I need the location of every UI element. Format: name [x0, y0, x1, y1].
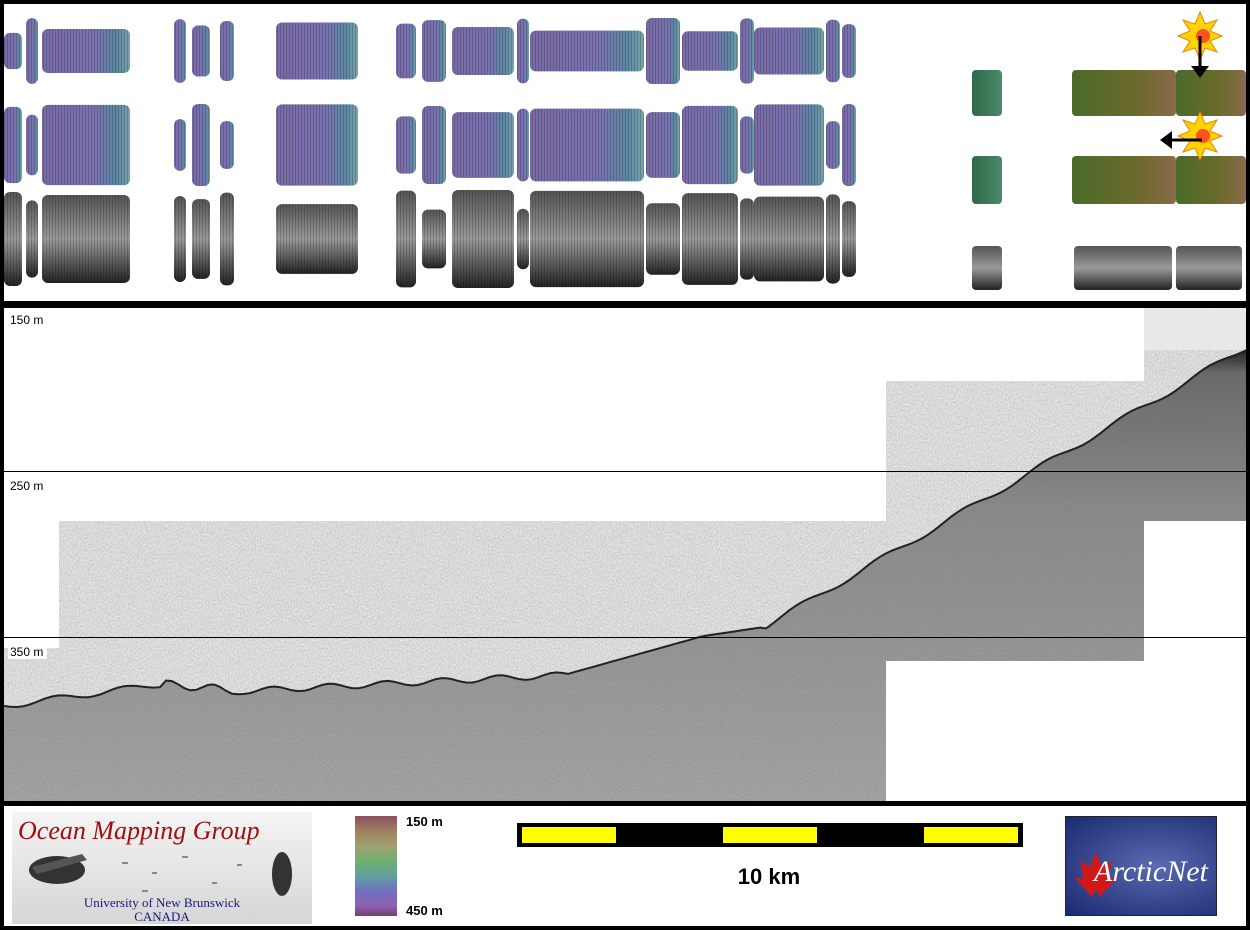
swath-block — [1176, 156, 1246, 204]
swath-block — [682, 31, 738, 71]
swath-block — [4, 32, 22, 70]
swath-block — [682, 193, 738, 285]
swath-block — [682, 105, 738, 185]
swath-block — [754, 104, 824, 186]
swath-block — [1176, 70, 1246, 116]
arcticnet-logo: ArcticNet — [1065, 816, 1217, 916]
arrow-down-icon — [1191, 36, 1209, 78]
depth-label-150: 150 m — [8, 313, 48, 327]
scale-bar-label: 10 km — [737, 864, 801, 889]
scale-segment — [522, 827, 616, 843]
swath-block — [517, 18, 529, 84]
swath-block — [4, 106, 22, 184]
scale-segment — [723, 827, 817, 843]
swath-block — [452, 112, 514, 178]
swath-block — [972, 156, 1002, 204]
omg-country: CANADA — [134, 909, 190, 924]
swath-block — [530, 190, 644, 288]
swath-block — [530, 30, 644, 72]
swath-block — [26, 114, 38, 176]
swath-block — [42, 195, 130, 283]
swath-block — [422, 105, 446, 185]
swath-block — [26, 18, 38, 84]
swath-block — [842, 201, 856, 277]
omg-university: University of New Brunswick — [83, 895, 241, 910]
depth-colorbar — [355, 816, 397, 916]
profile-image — [4, 308, 1246, 801]
swath-block — [1072, 156, 1176, 204]
swath-block — [972, 246, 1002, 290]
swath-block — [1074, 246, 1172, 290]
swath-block — [452, 190, 514, 288]
scale-bar — [517, 823, 1023, 847]
swath-block — [220, 121, 234, 169]
swath-block — [842, 24, 856, 78]
swath-block — [646, 203, 680, 275]
ocean-mapping-group-logo: Ocean Mapping Group University of New Br… — [12, 812, 312, 924]
swath-block — [740, 116, 754, 174]
legend-footer: Ocean Mapping Group University of New Br… — [4, 806, 1246, 926]
sun-illumination-icon-east — [1176, 110, 1224, 162]
depth-gridline-350 — [4, 637, 1246, 638]
swath-block — [4, 191, 22, 286]
swath-overview-panel — [4, 4, 1246, 301]
swath-block — [396, 23, 416, 79]
swath-block — [646, 112, 680, 178]
swath-block — [972, 70, 1002, 116]
swath-block — [422, 20, 446, 82]
swath-block — [842, 104, 856, 186]
arcticnet-text: ArcticNet — [1094, 855, 1208, 888]
swath-block — [517, 208, 529, 270]
depth-label-350: 350 m — [8, 645, 48, 659]
swath-block — [26, 200, 38, 278]
swath-block — [192, 104, 210, 186]
swath-block — [754, 27, 824, 75]
swath-block — [220, 20, 234, 82]
swath-block — [192, 199, 210, 279]
swath-block — [42, 104, 130, 186]
swath-block — [396, 116, 416, 174]
swath-block — [1176, 246, 1242, 290]
swath-block — [174, 19, 186, 83]
swath-block — [276, 22, 358, 80]
swath-block — [826, 121, 840, 169]
sonar-vehicle-icon — [29, 852, 292, 896]
colorbar-top-label: 150 m — [406, 814, 443, 829]
swath-block — [42, 29, 130, 73]
swath-block — [530, 108, 644, 182]
depth-gridline-250 — [4, 471, 1246, 472]
swath-block — [826, 19, 840, 83]
maple-leaf-icon — [1074, 852, 1118, 897]
swath-block — [754, 196, 824, 282]
swath-block — [276, 204, 358, 274]
swath-block — [174, 195, 186, 283]
swath-block — [276, 104, 358, 186]
subbottom-profile-panel: 150 m 250 m 350 m — [4, 308, 1246, 801]
swath-block — [192, 25, 210, 77]
swath-block — [396, 190, 416, 288]
swath-block — [422, 209, 446, 269]
swath-block — [1072, 70, 1176, 116]
swath-block — [220, 192, 234, 286]
depth-label-250: 250 m — [8, 479, 48, 493]
swath-block — [174, 119, 186, 171]
swath-strips-image — [4, 10, 1246, 290]
swath-block — [826, 194, 840, 284]
swath-block — [452, 26, 514, 76]
swath-block — [740, 18, 754, 84]
omg-title: Ocean Mapping Group — [18, 816, 260, 845]
arrow-left-icon — [1160, 131, 1202, 149]
swath-block — [646, 18, 680, 84]
swath-block — [740, 198, 754, 280]
omg-university-text: University of New Brunswick CANADA — [12, 896, 312, 924]
scale-segment — [924, 827, 1018, 843]
colorbar-bottom-label: 450 m — [406, 903, 443, 918]
swath-block — [517, 108, 529, 182]
